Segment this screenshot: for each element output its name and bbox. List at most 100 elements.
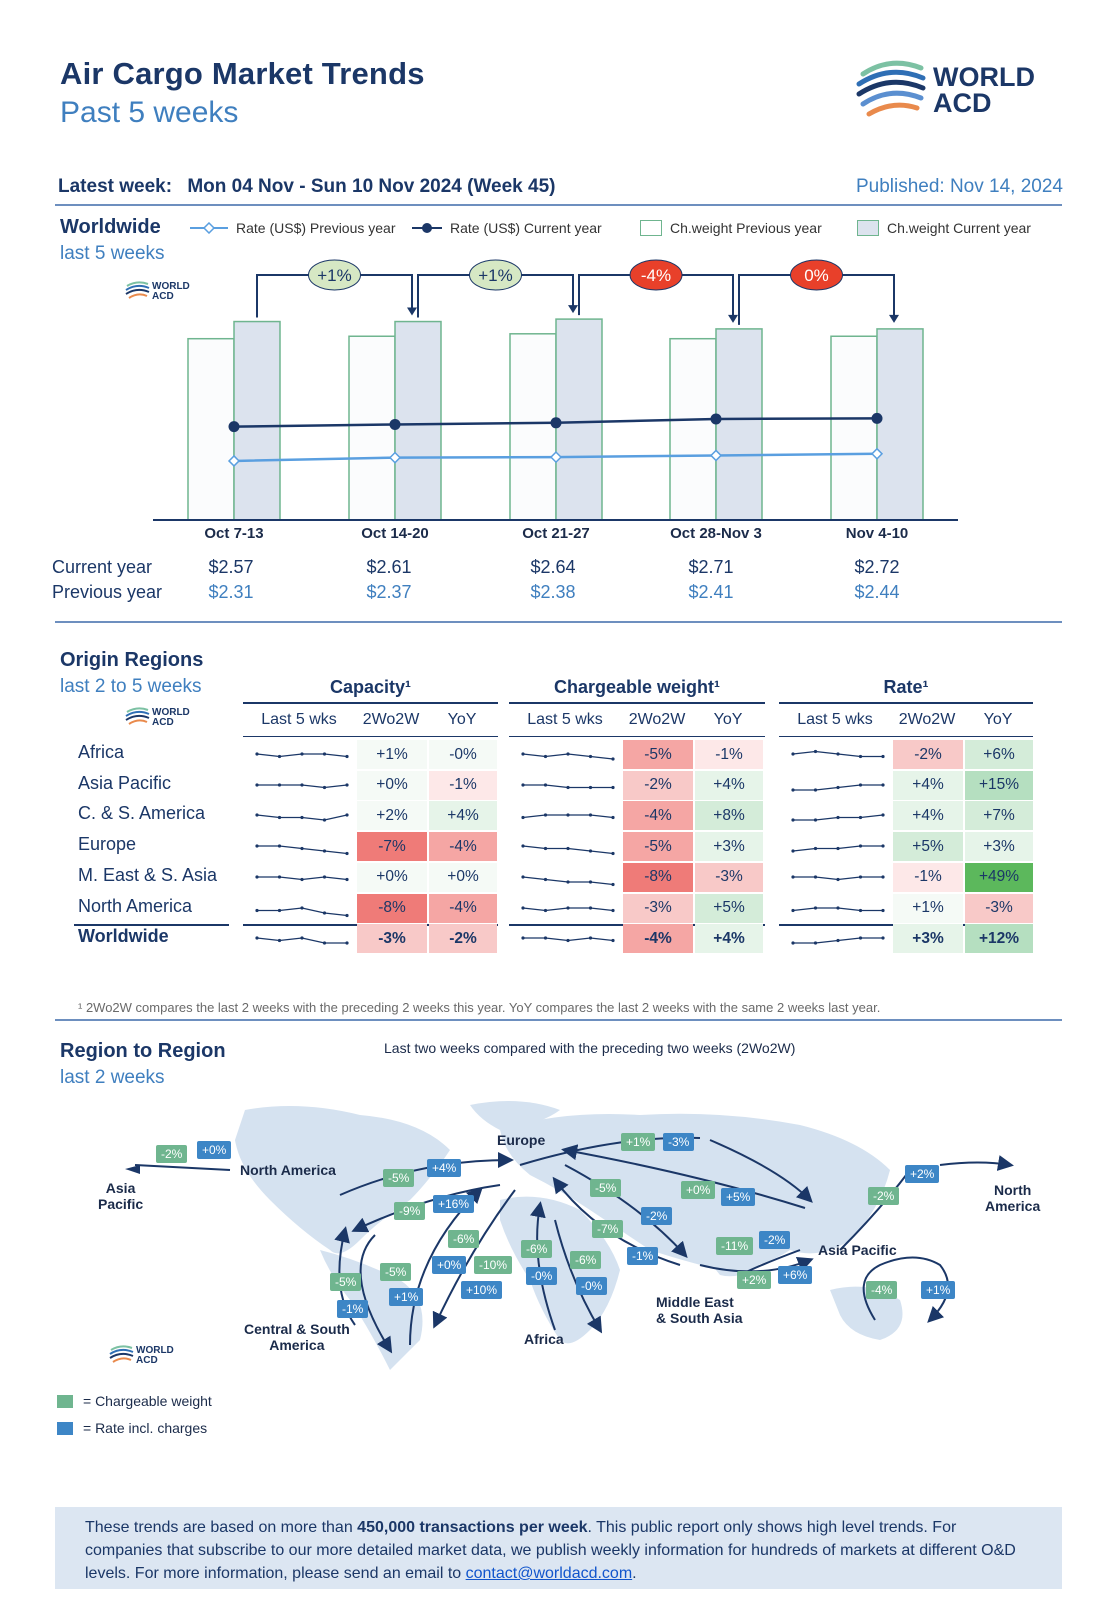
rate-cell: +3% bbox=[893, 924, 963, 954]
sparkline bbox=[521, 905, 615, 912]
bar-cw-prev bbox=[348, 335, 396, 521]
header-rule bbox=[509, 736, 765, 737]
rate-cell: +12% bbox=[965, 924, 1033, 954]
rate-change-tag: -2% bbox=[641, 1207, 673, 1225]
row-label: North America bbox=[78, 895, 193, 916]
logo-text-world: WORLD bbox=[933, 62, 1035, 92]
change-badge bbox=[629, 259, 683, 291]
cw-cell: -3% bbox=[695, 862, 763, 892]
rate-cell: +5% bbox=[893, 832, 963, 862]
cap-cell: -4% bbox=[429, 832, 497, 862]
cw-cell: -2% bbox=[623, 770, 693, 800]
rate-prev-point bbox=[227, 454, 241, 468]
change-label: +1% bbox=[317, 266, 352, 285]
logo-swoosh-icon bbox=[125, 707, 150, 725]
change-label: 0% bbox=[804, 266, 829, 285]
cap-cell: +2% bbox=[357, 801, 427, 831]
small-logo: WORLD ACD bbox=[124, 706, 190, 733]
rate-curr-point bbox=[389, 418, 401, 430]
cw-cell: -5% bbox=[623, 740, 693, 769]
logo-text-acd: ACD bbox=[933, 88, 992, 118]
divider bbox=[55, 621, 1062, 623]
rate-cell: +3% bbox=[965, 832, 1033, 862]
header-rule bbox=[243, 736, 498, 737]
change-arrow bbox=[728, 314, 738, 323]
rate-prev-point bbox=[388, 451, 402, 464]
box-icon bbox=[857, 220, 879, 236]
group-header: Rate¹ bbox=[883, 677, 929, 697]
bar-cw-curr bbox=[555, 318, 603, 521]
rate-change-tag: +0% bbox=[432, 1256, 467, 1274]
label-africa: Africa bbox=[524, 1331, 564, 1347]
rate-curr-point bbox=[550, 417, 562, 429]
rate-cell: +4% bbox=[893, 770, 963, 800]
rate-cell: +15% bbox=[965, 770, 1033, 800]
sparkline bbox=[521, 844, 615, 856]
group-rule bbox=[779, 702, 1033, 704]
bar-cw-prev bbox=[669, 337, 717, 521]
world-acd-logo: WORLD ACD bbox=[855, 56, 1045, 126]
group-rule bbox=[509, 702, 765, 704]
latest-week-value: Mon 04 Nov - Sun 10 Nov 2024 (Week 45) bbox=[187, 176, 556, 197]
previous-year-value: $2.37 bbox=[366, 582, 412, 602]
sparkline bbox=[791, 905, 885, 912]
bar-cw-prev bbox=[830, 335, 878, 521]
sparkline bbox=[791, 749, 885, 759]
cw-cell: -3% bbox=[623, 893, 693, 923]
rate-cell: -1% bbox=[893, 862, 963, 892]
change-badge bbox=[790, 259, 843, 291]
cw-change-tag: -7% bbox=[592, 1220, 624, 1238]
sparkline bbox=[791, 783, 885, 792]
legend-cw: = Chargeable weight bbox=[57, 1393, 212, 1409]
header-rule bbox=[779, 736, 1033, 737]
rate-change-tag: +2% bbox=[905, 1165, 940, 1183]
rate-change-tag: +5% bbox=[721, 1188, 756, 1206]
cw-change-tag: +0% bbox=[681, 1181, 716, 1199]
row-label: Europe bbox=[78, 834, 137, 855]
cap-cell: -7% bbox=[357, 832, 427, 862]
sparkline bbox=[255, 752, 349, 759]
row-label: Worldwide bbox=[78, 926, 169, 947]
rate-change-tag: +6% bbox=[778, 1266, 813, 1284]
small-logo: WORLD ACD bbox=[124, 280, 190, 307]
contact-email-link[interactable]: contact@worldacd.com bbox=[465, 1565, 633, 1582]
origin-title: Origin Regions bbox=[60, 649, 204, 671]
worldwide-rule bbox=[779, 923, 1033, 926]
change-label: -4% bbox=[641, 266, 671, 285]
logo-swoosh-icon bbox=[109, 1345, 134, 1363]
column-header: Last 5 wks bbox=[261, 711, 337, 728]
cw-change-tag: -5% bbox=[383, 1169, 415, 1187]
x-tick-label: Nov 4-10 bbox=[845, 525, 909, 542]
region-subtitle: last 2 weeks bbox=[60, 1067, 165, 1088]
divider bbox=[55, 204, 1062, 206]
change-badge bbox=[469, 259, 522, 291]
rate-cell: +4% bbox=[893, 801, 963, 831]
label-mesa: Middle East & South Asia bbox=[656, 1294, 743, 1326]
cap-cell: +0% bbox=[357, 862, 427, 892]
cw-change-tag: +1% bbox=[621, 1133, 656, 1151]
group-header: Chargeable weight¹ bbox=[553, 677, 721, 697]
latest-week: Latest week: Mon 04 Nov - Sun 10 Nov 202… bbox=[58, 176, 556, 198]
worldwide-title: Worldwide bbox=[60, 216, 161, 238]
published-date: Published: Nov 14, 2024 bbox=[855, 176, 1063, 197]
rate-cell: +1% bbox=[893, 893, 963, 923]
chart-x-axis: Oct 7-13 Oct 14-20 Oct 21-27 Oct 28-Nov 3 No… bbox=[0, 525, 1108, 549]
cw-cell: -4% bbox=[623, 801, 693, 831]
worldwide-chart: +1% +1% -4% 0% bbox=[153, 259, 958, 521]
row-label: Africa bbox=[78, 742, 125, 762]
cap-cell: -2% bbox=[429, 924, 497, 954]
current-year-label: Current year bbox=[52, 557, 153, 577]
sparkline bbox=[255, 844, 349, 856]
rate-change-tag: -0% bbox=[576, 1277, 608, 1295]
current-year-value: $2.64 bbox=[530, 557, 576, 577]
bar-cw-curr bbox=[876, 328, 924, 521]
previous-year-value: $2.31 bbox=[208, 582, 254, 602]
column-header: 2Wo2W bbox=[628, 711, 686, 728]
cw-cell: +8% bbox=[695, 801, 763, 831]
row-label: M. East & S. Asia bbox=[78, 864, 218, 885]
cw-change-tag: -10% bbox=[474, 1256, 513, 1274]
label-north-america: North America bbox=[240, 1162, 336, 1178]
bar-cw-prev bbox=[509, 333, 557, 521]
change-label: +1% bbox=[478, 266, 513, 285]
label-central-south-america: Central & South America bbox=[244, 1321, 350, 1353]
